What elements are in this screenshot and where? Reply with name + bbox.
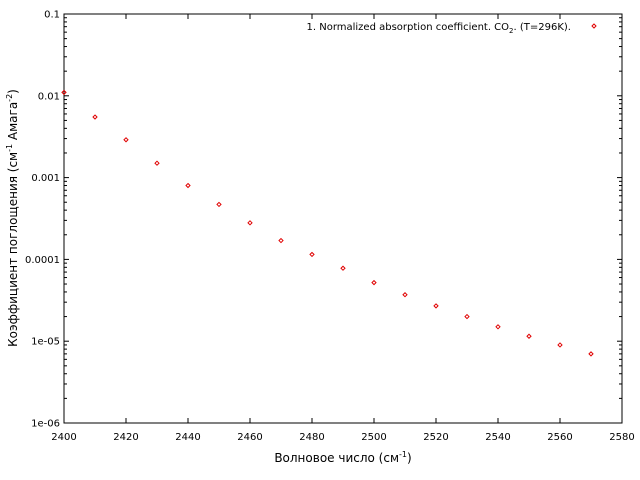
x-tick-label: 2500 — [361, 432, 386, 443]
plot-frame — [63, 13, 623, 424]
y-tick-label: 0.0001 — [25, 255, 60, 266]
axes — [63, 13, 623, 424]
data-point — [464, 313, 470, 320]
x-tick-label: 2560 — [547, 432, 572, 443]
data-point — [371, 279, 377, 286]
y-tick-label: 0.1 — [44, 10, 60, 21]
data-points — [61, 89, 594, 357]
x-tick-label: 2420 — [113, 432, 138, 443]
data-point — [154, 160, 160, 166]
data-point — [92, 114, 98, 120]
ticks: 2400 2420 2440 2460 2480 2500 2520 2540 2560 2580… — [25, 10, 635, 444]
data-point — [588, 351, 594, 357]
x-tick-label: 2540 — [485, 432, 510, 443]
y-tick-label: 1e-05 — [31, 337, 60, 348]
x-tick-label: 2480 — [299, 432, 324, 443]
x-tick-label: 2400 — [51, 432, 76, 443]
data-point — [216, 201, 222, 208]
data-point — [247, 220, 253, 226]
y-tick-label: 0.01 — [38, 91, 60, 102]
y-axis-title: Коэффициент поглощения (см-1 Амага-2) — [5, 89, 20, 347]
data-point — [309, 251, 315, 258]
x-axis-title: Волновое число (см-1) — [274, 450, 411, 465]
data-point — [526, 333, 532, 339]
data-point — [123, 137, 129, 143]
data-point — [557, 342, 563, 348]
legend: 1. Normalized absorption coefficient. CO… — [307, 22, 597, 35]
data-point — [185, 182, 191, 189]
data-point — [340, 265, 346, 271]
legend-marker — [591, 23, 597, 29]
data-point — [495, 324, 501, 330]
data-point — [433, 303, 439, 309]
data-point — [61, 89, 67, 96]
y-tick-label: 1e-06 — [31, 419, 60, 430]
data-point — [402, 292, 408, 298]
data-point — [278, 237, 284, 244]
x-tick-label: 2440 — [175, 432, 200, 443]
x-tick-label: 2520 — [423, 432, 448, 443]
legend-label: 1. Normalized absorption coefficient. CO… — [307, 22, 572, 35]
x-tick-label: 2460 — [237, 432, 262, 443]
x-tick-label: 2580 — [609, 432, 634, 443]
y-tick-label: 0.001 — [31, 173, 60, 184]
